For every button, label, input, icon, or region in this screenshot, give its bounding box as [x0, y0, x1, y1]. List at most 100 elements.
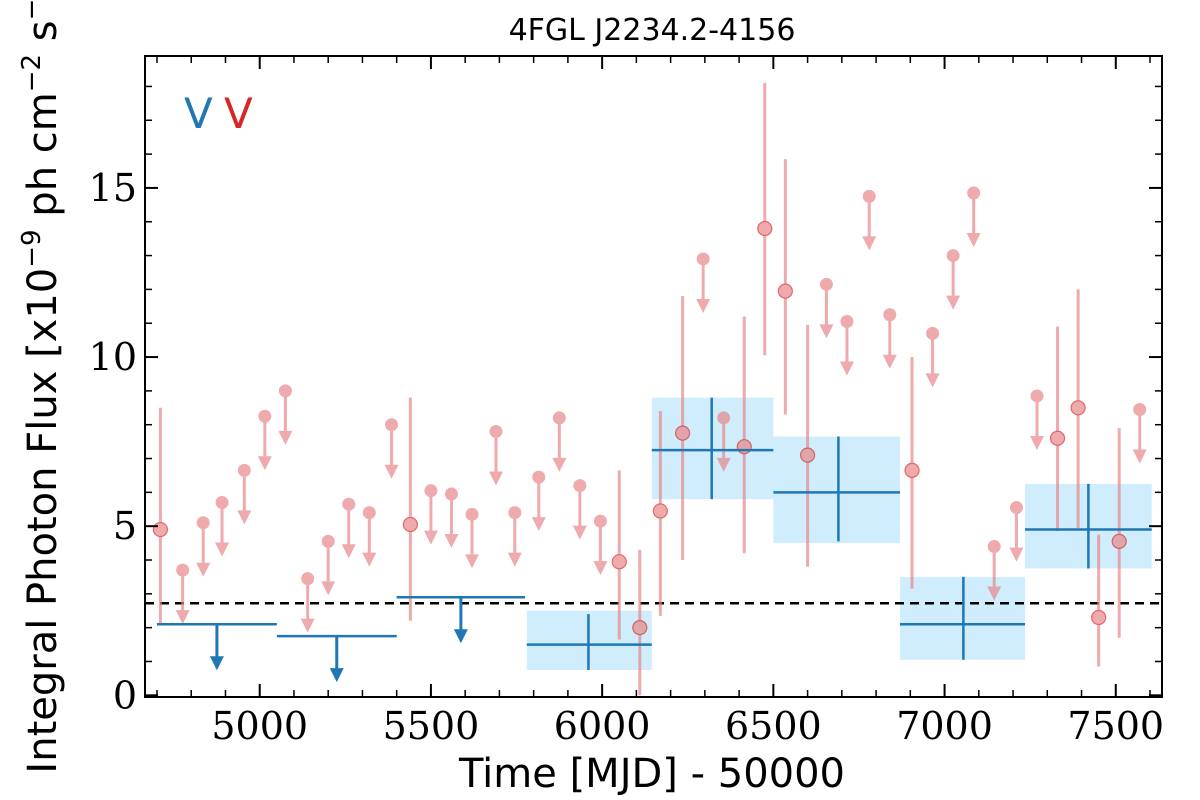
blue-point-1: [651, 397, 774, 500]
red-upper-limit-9: [362, 506, 377, 567]
red-ul-arrow-14: [507, 512, 522, 567]
red-upper-limit-2: [215, 496, 230, 557]
x-tick-label-0: 5000: [211, 704, 308, 748]
red-ul-arrow-6-head: [300, 618, 315, 633]
red-ul-arrow-30: [1009, 507, 1024, 562]
red-upper-limit-26: [925, 326, 940, 388]
y-tick-label-3: 15: [89, 166, 137, 210]
red-marker-4: [652, 503, 668, 519]
y-axis-label-exp2: −2: [17, 54, 47, 92]
red-ul-arrow-1-head: [196, 562, 211, 577]
red-upper-limit-17: [552, 411, 567, 472]
red-ul-arrow-22: [819, 284, 834, 339]
blue-ul-arrow-2: [453, 597, 468, 644]
red-upper-limit-4: [257, 409, 272, 471]
red-upper-limit-5: [278, 384, 293, 445]
blue-band-2: [773, 436, 901, 544]
red-ul-arrow-28: [966, 192, 981, 247]
red-point-10: [904, 357, 920, 589]
red-marker-1: [402, 516, 418, 533]
red-upper-limit-6: [300, 572, 315, 633]
red-ul-arrow-3-head: [237, 510, 252, 525]
red-ul-arrow-7-head: [321, 581, 336, 596]
y-tick-label-0: 0: [113, 673, 137, 717]
red-ul-arrow-10-head: [384, 464, 399, 479]
red-marker-7: [757, 220, 773, 237]
blue-point-4: [1025, 483, 1152, 569]
red-ul-arrow-27: [946, 255, 961, 310]
red-ul-arrow-31-head: [1030, 435, 1045, 450]
y-axis-label-main: Integral Photon Flux [x10: [20, 268, 66, 774]
y-axis-label-exp3: −1: [17, 0, 47, 20]
red-ul-arrow-18-head: [572, 525, 587, 540]
red-ul-arrow-22-head: [819, 324, 834, 339]
axes: [144, 55, 1163, 698]
red-upper-limit-32: [1132, 402, 1147, 464]
blue-point-2: [773, 436, 901, 542]
red-upper-limit-11: [423, 484, 438, 545]
red-ul-arrow-0-head: [175, 610, 190, 625]
red-ul-arrow-13-head: [465, 554, 480, 569]
x-tick-label-5: 7500: [1067, 704, 1164, 748]
red-series: [152, 83, 1147, 696]
blue-ul-arrow-1-head: [329, 668, 344, 683]
red-point-4: [652, 411, 668, 616]
blue-ul-arrow-1: [329, 636, 344, 683]
y-axis-label-exp1: −9: [17, 229, 47, 267]
red-ul-arrow-6: [300, 578, 315, 633]
red-point-3: [632, 549, 648, 696]
tick-labels: 5000 5500 6000 6500 7000 7500 0 5 10 15: [89, 166, 1164, 748]
red-marker-2: [611, 554, 627, 570]
red-point-8: [777, 159, 793, 415]
red-ul-arrow-8: [341, 504, 356, 559]
red-ul-arrow-7: [321, 541, 336, 596]
red-point-5: [675, 296, 691, 561]
red-marker-5: [675, 425, 691, 441]
red-ul-arrow-24-head: [862, 236, 877, 251]
red-point-13: [1091, 534, 1107, 667]
red-ul-arrow-23-head: [839, 361, 854, 376]
red-upper-limit-31: [1030, 389, 1045, 450]
red-ul-arrow-24: [862, 196, 877, 251]
red-upper-limit-3: [237, 463, 252, 525]
y-tick-label-1: 5: [113, 504, 137, 548]
red-ul-arrow-9-head: [362, 552, 377, 567]
red-upper-limit-0: [175, 563, 190, 625]
red-upper-limit-30: [1009, 501, 1024, 562]
red-marker-10: [904, 462, 920, 478]
red-upper-limit-25: [882, 308, 897, 369]
red-ul-arrow-25: [882, 314, 897, 369]
red-ul-arrow-13: [465, 514, 480, 569]
red-upper-limit-24: [862, 189, 877, 251]
red-ul-arrow-11: [423, 490, 438, 545]
red-ul-arrow-16-head: [531, 517, 546, 532]
red-ul-arrow-32-head: [1132, 449, 1147, 464]
blue-upper-limit-1: [276, 634, 397, 683]
red-ul-arrow-15: [488, 431, 503, 486]
red-point-1: [402, 397, 418, 621]
red-upper-limit-14: [507, 506, 522, 567]
blue-ul-arrow-0-head: [209, 656, 224, 671]
red-upper-limit-1: [196, 516, 211, 577]
red-marker-3: [632, 620, 648, 636]
x-axis-label: Time [MJD] - 50000: [458, 751, 845, 797]
red-ul-arrow-8-head: [341, 544, 356, 559]
red-upper-limit-28: [966, 186, 981, 247]
y-axis-label: Integral Photon Flux [x10−9 ph cm−2 s−1]: [17, 0, 66, 774]
red-marker-6: [736, 439, 752, 455]
red-marker-12: [1070, 400, 1086, 416]
red-ul-arrow-21-head: [716, 457, 731, 472]
red-marker-0: [152, 521, 169, 538]
red-upper-limit-21: [716, 411, 731, 472]
x-tick-label-4: 7000: [896, 704, 993, 748]
red-ul-arrow-0: [175, 570, 190, 625]
red-marker-9: [799, 447, 816, 463]
red-marker-11: [1049, 430, 1066, 446]
blue-ul-arrow-2-head: [453, 629, 468, 644]
red-marker-14: [1111, 533, 1127, 550]
red-upper-limit-23: [839, 315, 854, 376]
red-upper-limit-22: [819, 277, 834, 339]
red-ul-arrow-12: [444, 494, 459, 549]
red-ul-arrow-20: [696, 258, 711, 313]
